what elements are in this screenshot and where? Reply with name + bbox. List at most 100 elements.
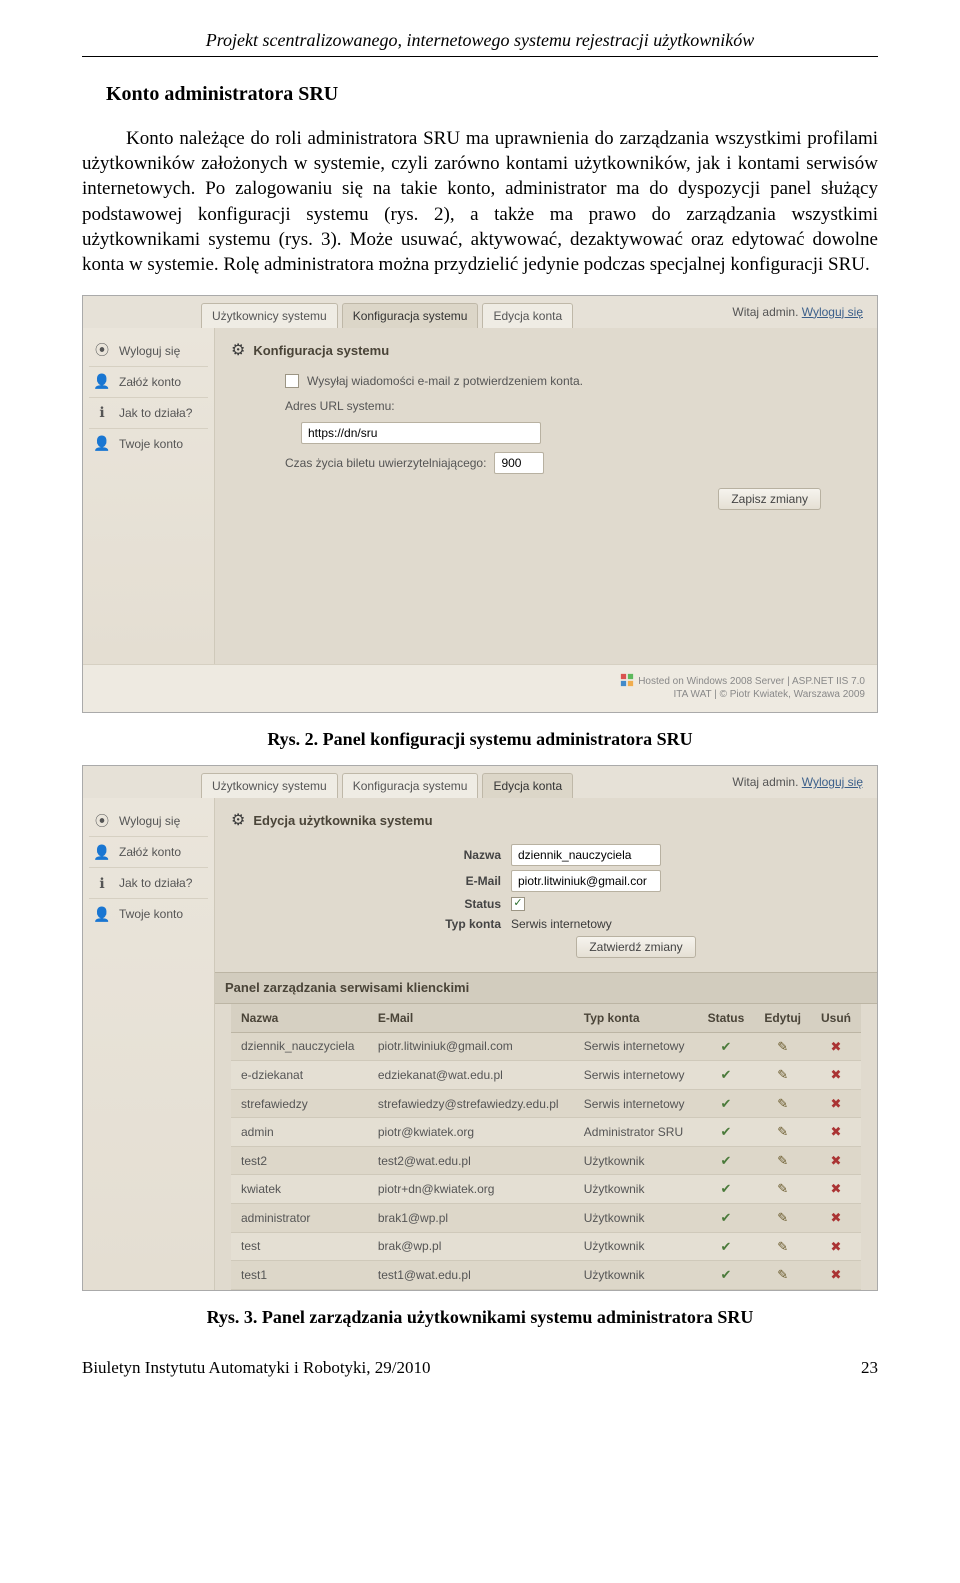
welcome-text: Witaj admin. Wyloguj się [732,304,863,320]
edit-icon[interactable]: ✎ [777,1067,788,1082]
delete-icon[interactable]: ✖ [831,1181,842,1196]
screenshot-users-panel: Użytkownicy systemu Konfiguracja systemu… [82,765,878,1291]
section-heading: Konto administratora SRU [106,81,878,108]
delete-icon[interactable]: ✖ [831,1267,842,1282]
delete-icon[interactable]: ✖ [831,1039,842,1054]
footer-line-2: ITA WAT | © Piotr Kwiatek, Warszawa 2009 [673,689,865,700]
sidebar-item-your-account[interactable]: 👤 Twoje konto [89,899,208,929]
sidebar-item-how[interactable]: ℹJak to działa? [89,868,208,899]
main-panel: ⚙ Edycja użytkownika systemu Nazwa E-Mai… [215,798,877,1290]
edit-icon[interactable]: ✎ [777,1153,788,1168]
name-input[interactable] [511,844,661,866]
logout-icon: ⦿ [93,342,111,360]
delete-icon[interactable]: ✖ [831,1124,842,1139]
tab-config[interactable]: Konfiguracja systemu [342,773,479,798]
footer-line-1: Hosted on Windows 2008 Server | ASP.NET … [638,676,865,687]
cell-name: e-dziekanat [231,1061,368,1090]
screenshot-footer: Hosted on Windows 2008 Server | ASP.NET … [83,664,877,712]
spacer [231,518,861,648]
tab-config[interactable]: Konfiguracja systemu [342,303,479,328]
delete-icon[interactable]: ✖ [831,1153,842,1168]
email-confirm-checkbox[interactable] [285,374,299,388]
tab-edit-account[interactable]: Edycja konta [482,773,573,798]
user-icon: 👤 [93,905,111,923]
save-button[interactable]: Zapisz zmiany [718,488,821,510]
user-icon: 👤 [93,435,111,453]
cell-type: Użytkownik [574,1175,698,1204]
edit-icon[interactable]: ✎ [777,1181,788,1196]
ticket-ttl-input[interactable] [494,452,544,474]
sidebar-item-your-account[interactable]: 👤Twoje konto [89,429,208,459]
sidebar-item-create[interactable]: 👤Załóż konto [89,837,208,868]
status-label: Status [411,896,501,912]
screenshot-config-panel: Użytkownicy systemu Konfiguracja systemu… [82,295,878,713]
sidebar-item-logout[interactable]: ⦿ Wyloguj się [89,806,208,837]
delete-icon[interactable]: ✖ [831,1210,842,1225]
status-check-icon: ✔ [721,1067,732,1082]
delete-icon[interactable]: ✖ [831,1067,842,1082]
cell-name: test2 [231,1146,368,1175]
edit-icon[interactable]: ✎ [777,1239,788,1254]
logout-link[interactable]: Wyloguj się [802,775,863,789]
journal-line: Biuletyn Instytutu Automatyki i Robotyki… [82,1357,431,1380]
edit-icon[interactable]: ✎ [777,1124,788,1139]
sidebar-item-label: Twoje konto [119,906,183,922]
edit-icon[interactable]: ✎ [777,1267,788,1282]
welcome-sep: . [795,305,802,319]
col-delete: Usuń [811,1004,861,1033]
main-panel: ⚙ Konfiguracja systemu Wysyłaj wiadomośc… [215,328,877,664]
welcome-user: admin [762,305,795,319]
panel-title: Konfiguracja systemu [253,342,389,360]
cell-name: strefawiedzy [231,1089,368,1118]
page-number: 23 [861,1357,878,1380]
cell-email: strefawiedzy@strefawiedzy.edu.pl [368,1089,574,1118]
table-row: testbrak@wp.plUżytkownik✔✎✖ [231,1232,861,1261]
status-check-icon: ✔ [721,1210,732,1225]
sidebar-item-label: Wyloguj się [119,813,180,829]
email-label: E-Mail [411,873,501,889]
sidebar: ⦿Wyloguj się 👤Załóż konto ℹJak to działa… [83,798,215,1290]
system-url-input[interactable] [301,422,541,444]
cell-email: piotr@kwiatek.org [368,1118,574,1147]
logout-link[interactable]: Wyloguj się [802,305,863,319]
cell-name: kwiatek [231,1175,368,1204]
delete-icon[interactable]: ✖ [831,1239,842,1254]
status-check-icon: ✔ [721,1124,732,1139]
table-row: test2test2@wat.edu.plUżytkownik✔✎✖ [231,1146,861,1175]
logout-icon: ⦿ [93,812,111,830]
cell-name: administrator [231,1204,368,1233]
windows-icon [620,673,634,687]
cell-type: Serwis internetowy [574,1089,698,1118]
tabs-bar: Użytkownicy systemu Konfiguracja systemu… [83,296,877,328]
name-label: Nazwa [411,847,501,863]
sidebar-item-how[interactable]: ℹJak to działa? [89,398,208,429]
cell-type: Użytkownik [574,1204,698,1233]
status-checkbox[interactable]: ✓ [511,897,525,911]
email-input[interactable] [511,870,661,892]
edit-icon[interactable]: ✎ [777,1039,788,1054]
welcome-prefix: Witaj [732,305,762,319]
sidebar-item-logout[interactable]: ⦿Wyloguj się [89,336,208,367]
table-row: adminpiotr@kwiatek.orgAdministrator SRU✔… [231,1118,861,1147]
delete-icon[interactable]: ✖ [831,1096,842,1111]
gear-icon: ⚙ [231,340,245,362]
type-value: Serwis internetowy [511,916,612,932]
cell-email: test2@wat.edu.pl [368,1146,574,1175]
mgmt-panel-title: Panel zarządzania serwisami klienckimi [215,972,877,1004]
edit-icon[interactable]: ✎ [777,1210,788,1225]
edit-icon[interactable]: ✎ [777,1096,788,1111]
status-check-icon: ✔ [721,1267,732,1282]
tab-edit-account[interactable]: Edycja konta [482,303,573,328]
table-row: administratorbrak1@wp.plUżytkownik✔✎✖ [231,1204,861,1233]
sidebar-item-create[interactable]: 👤Załóż konto [89,367,208,398]
cell-email: edziekanat@wat.edu.pl [368,1061,574,1090]
col-edit: Edytuj [754,1004,811,1033]
tab-users[interactable]: Użytkownicy systemu [201,303,338,328]
cell-email: piotr+dn@kwiatek.org [368,1175,574,1204]
confirm-button[interactable]: Zatwierdź zmiany [576,936,695,958]
info-icon: ℹ [93,404,111,422]
cell-email: brak@wp.pl [368,1232,574,1261]
sidebar-item-label: Załóż konto [119,844,181,860]
welcome-user: admin [762,775,795,789]
tab-users[interactable]: Użytkownicy systemu [201,773,338,798]
